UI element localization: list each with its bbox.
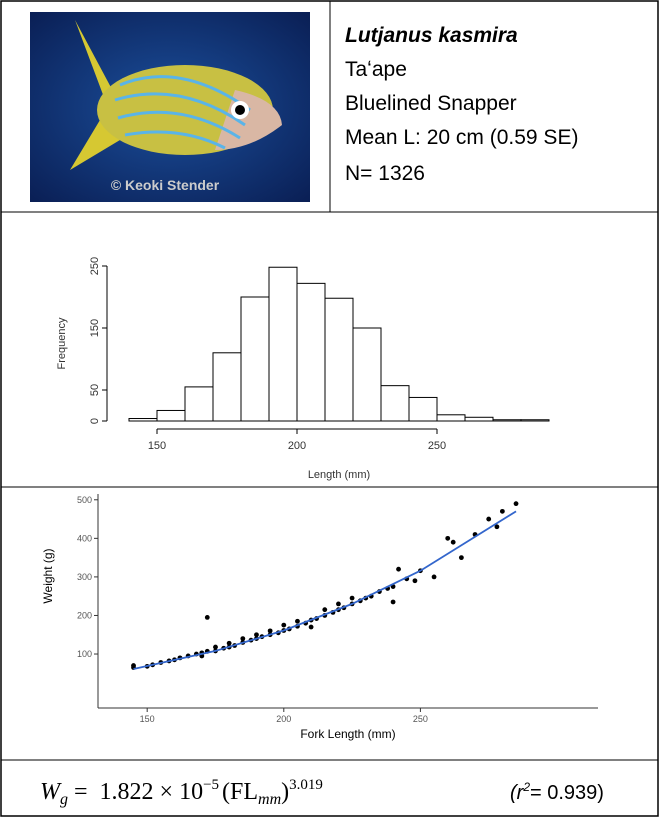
point <box>281 622 287 628</box>
formula-part: 3.019 <box>289 777 323 793</box>
point <box>336 601 341 607</box>
point <box>513 501 519 507</box>
bar <box>212 352 242 422</box>
formula-part: mm <box>258 791 281 808</box>
y-tick-label: 150 <box>89 319 101 337</box>
point <box>450 539 456 545</box>
formula-part: ) <box>281 779 289 805</box>
point <box>499 508 505 514</box>
x-axis-label: Fork Length (mm) <box>300 727 395 741</box>
y-tick-label: 100 <box>77 649 92 659</box>
y-tick-label: 0 <box>89 418 101 424</box>
point <box>349 595 355 601</box>
sample-size: N= 1326 <box>345 162 425 185</box>
point <box>240 636 246 641</box>
r-squared: (r2= 0.939) <box>510 780 604 804</box>
bar <box>352 327 382 422</box>
x-tick-label: 250 <box>428 440 446 452</box>
y-tick-label: 500 <box>77 495 92 505</box>
point <box>396 566 401 572</box>
point <box>226 640 232 646</box>
point <box>254 632 259 638</box>
point <box>458 555 464 561</box>
formula-part: W <box>40 779 62 805</box>
common-name: Bluelined Snapper <box>345 92 517 115</box>
bar <box>184 386 214 422</box>
point <box>412 578 418 584</box>
formula-part: = 1.822 × 10 <box>68 779 203 805</box>
x-tick-label: 200 <box>288 440 306 452</box>
y-tick-label: 50 <box>89 384 101 396</box>
bar <box>268 266 298 422</box>
bar <box>296 282 326 422</box>
x-tick-label: 200 <box>276 714 291 724</box>
scientific-name: Lutjanus kasmira <box>345 24 518 47</box>
bar <box>436 414 466 422</box>
bar <box>520 419 550 422</box>
y-tick-label: 200 <box>77 610 92 620</box>
local-name: Taʻape <box>345 58 407 81</box>
x-tick-label: 250 <box>413 714 428 724</box>
formula-part: 2 <box>522 780 530 794</box>
photo-credit: © Keoki Stender <box>111 177 220 193</box>
point <box>494 524 500 530</box>
bar <box>156 409 186 422</box>
x-tick-label: 150 <box>148 440 166 452</box>
formula-part: (r <box>510 782 525 804</box>
mean-length: Mean L: 20 cm (0.59 SE) <box>345 126 578 149</box>
bar <box>408 396 438 422</box>
point <box>322 607 328 613</box>
point <box>204 614 210 620</box>
bar <box>380 385 410 422</box>
formula-part: g <box>60 791 68 808</box>
bar <box>240 296 270 422</box>
bar <box>128 418 158 422</box>
point <box>213 644 218 650</box>
point <box>308 624 314 630</box>
point <box>431 574 437 580</box>
fit-line <box>133 510 517 670</box>
bar <box>492 419 522 422</box>
point <box>445 535 451 541</box>
point <box>295 618 300 624</box>
formula-part: −5 <box>203 777 219 793</box>
y-tick-label: 300 <box>77 572 92 582</box>
formula-part: = 0.939) <box>530 782 604 804</box>
point <box>267 628 273 634</box>
y-axis-label: Frequency <box>56 317 68 369</box>
point <box>486 516 492 522</box>
y-tick-label: 400 <box>77 533 92 543</box>
x-tick-label: 150 <box>140 714 155 724</box>
formula: Wg = 1.822 × 10−5 (FLmm)3.019 <box>40 777 323 808</box>
fish-photo: © Keoki Stender <box>30 12 310 202</box>
x-axis-label: Length (mm) <box>308 469 370 481</box>
bar <box>324 297 354 422</box>
y-tick-label: 250 <box>89 257 101 275</box>
formula-part: (FL <box>222 779 258 805</box>
y-axis-label: Weight (g) <box>41 548 55 603</box>
bar <box>464 416 494 422</box>
point <box>131 663 136 668</box>
point <box>390 599 396 605</box>
